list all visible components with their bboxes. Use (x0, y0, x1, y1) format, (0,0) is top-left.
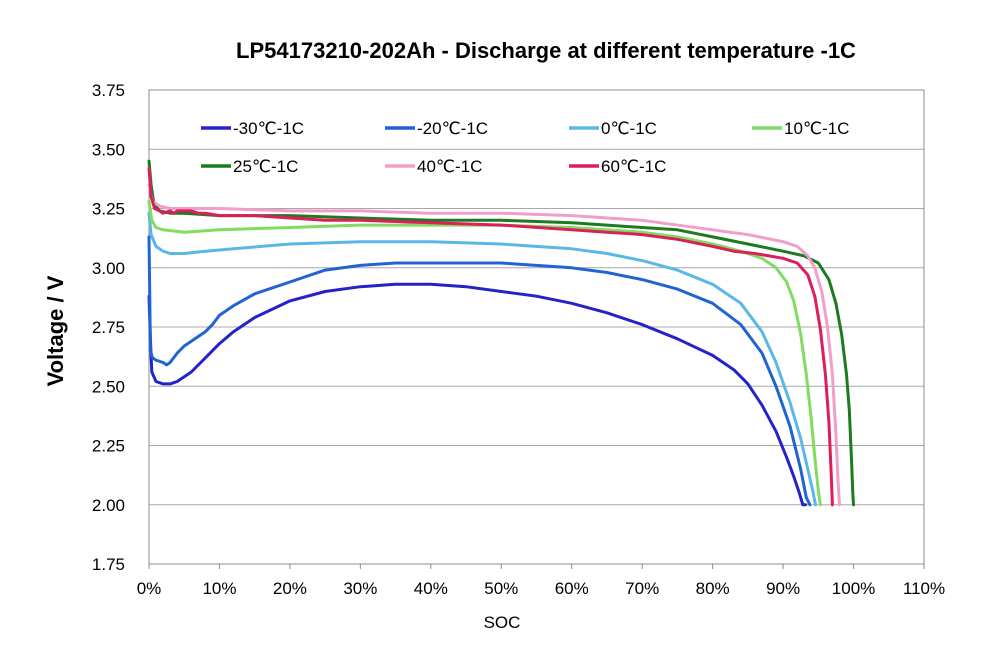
x-tick-label: 110% (903, 579, 945, 598)
legend: -30℃-1C -20℃-1C 0℃-1C 10℃-1C 25℃-1C 40℃-1C 60℃… (201, 119, 849, 176)
legend-label: 40℃-1C (417, 157, 482, 176)
x-tick-label: 90% (766, 579, 800, 598)
y-tick-label: 2.00 (92, 496, 125, 515)
series-line-3 (147, 211, 817, 507)
x-tick-label: 40% (414, 579, 448, 598)
y-axis-title: Voltage / V (43, 275, 68, 386)
legend-label: 0℃-1C (601, 119, 657, 138)
x-tick-label: 50% (484, 579, 518, 598)
legend-label: 60℃-1C (601, 157, 666, 176)
series-layer (147, 159, 855, 507)
y-tick-label: 3.25 (92, 200, 125, 219)
y-axis-ticks: 1.75 2.00 2.25 2.50 2.75 3.00 3.25 3.50 3.75 (92, 81, 125, 574)
x-tick-label: 0% (137, 579, 162, 598)
series-line-6 (147, 183, 841, 507)
legend-label: -30℃-1C (233, 119, 304, 138)
y-tick-label: 2.25 (92, 437, 125, 456)
x-tick-label: 100% (832, 579, 875, 598)
legend-label: 25℃-1C (233, 157, 298, 176)
y-tick-label: 3.75 (92, 81, 125, 100)
x-tick-label: 70% (625, 579, 659, 598)
y-tick-label: 2.75 (92, 318, 125, 337)
y-tick-label: 1.75 (92, 555, 125, 574)
legend-label: -20℃-1C (417, 119, 488, 138)
x-tick-label: 10% (202, 579, 236, 598)
x-tick-label: 60% (555, 579, 589, 598)
y-tick-label: 3.50 (92, 140, 125, 159)
legend-label: 10℃-1C (784, 119, 849, 138)
x-axis-ticks: 0% 10% 20% 30% 40% 50% 60% 70% 80% 90% 100% 110% (137, 564, 945, 598)
x-axis-title: SOC (484, 613, 521, 632)
x-tick-label: 30% (343, 579, 377, 598)
series-line-7 (147, 166, 834, 507)
series-line-4 (147, 199, 822, 507)
series-line-2 (147, 235, 812, 507)
chart-title: LP54173210-202Ah - Discharge at differen… (236, 38, 856, 63)
x-tick-label: 80% (696, 579, 730, 598)
y-tick-label: 2.50 (92, 377, 125, 396)
series-line-1 (147, 282, 808, 507)
x-tick-label: 20% (273, 579, 307, 598)
y-tick-label: 3.00 (92, 259, 125, 278)
